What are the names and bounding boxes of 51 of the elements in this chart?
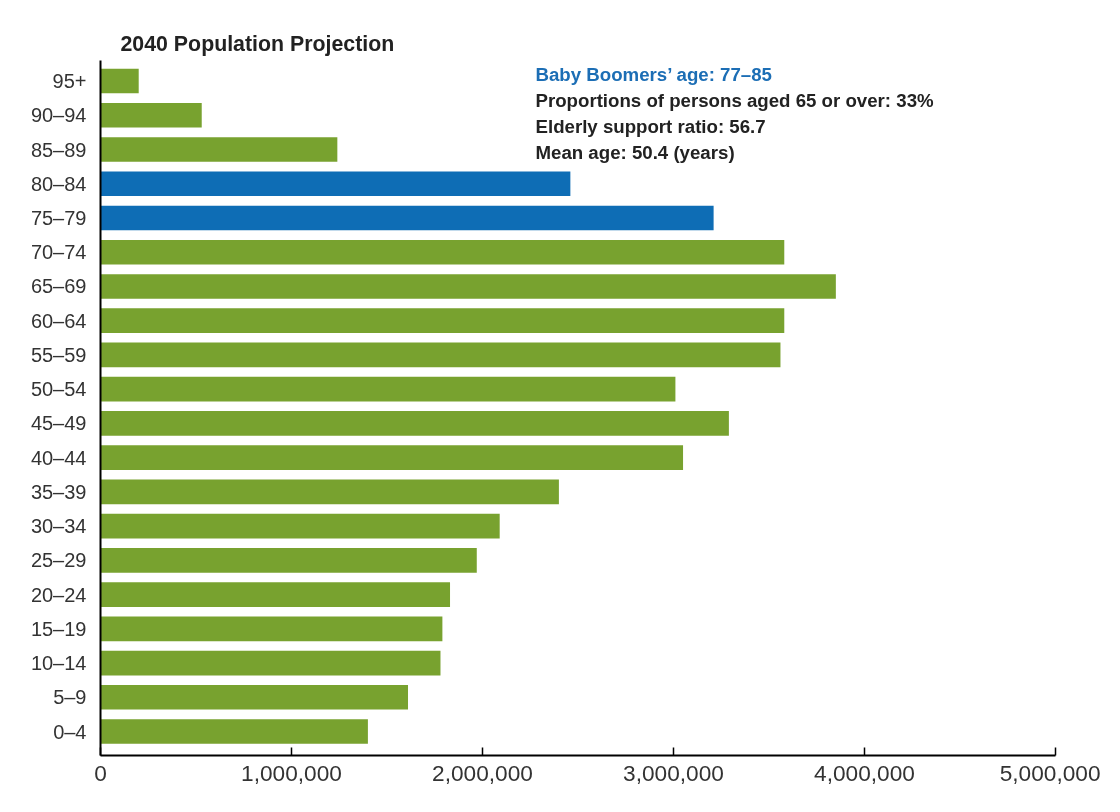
x-tick-label: 2,000,000 bbox=[432, 759, 533, 786]
x-tick-label: 0 bbox=[94, 759, 107, 786]
bar bbox=[100, 376, 676, 402]
y-tick-label: 60–64 bbox=[30, 309, 87, 332]
bar bbox=[100, 513, 500, 539]
annotation: Elderly support ratio: 56.7 bbox=[535, 115, 766, 137]
bar bbox=[100, 411, 729, 436]
bar bbox=[100, 684, 409, 710]
y-tick-label: 35–39 bbox=[30, 480, 87, 503]
annotation: Mean age: 50.4 (years) bbox=[535, 141, 735, 163]
y-tick-label: 70–74 bbox=[30, 241, 87, 264]
bar bbox=[100, 308, 785, 334]
y-tick-label: 55–59 bbox=[30, 343, 87, 366]
bar bbox=[100, 137, 338, 162]
annotation: Proportions of persons aged 65 or over: 33% bbox=[535, 89, 935, 111]
bar bbox=[100, 274, 836, 299]
bar bbox=[100, 68, 139, 94]
y-tick-label: 90–94 bbox=[30, 104, 87, 127]
chart-title: 2040 Population Projection bbox=[120, 31, 395, 56]
y-tick-label: 15–19 bbox=[30, 617, 87, 640]
bar bbox=[100, 171, 571, 197]
x-tick-label: 4,000,000 bbox=[814, 759, 915, 786]
x-tick-label: 1,000,000 bbox=[241, 759, 342, 786]
bar bbox=[100, 342, 781, 368]
annotation: Baby Boomers’ age: 77–85 bbox=[535, 63, 772, 85]
bar bbox=[100, 239, 785, 265]
bar bbox=[100, 548, 477, 573]
bar bbox=[100, 650, 441, 676]
y-tick-label: 75–79 bbox=[30, 206, 87, 229]
bar bbox=[100, 719, 368, 744]
y-tick-label: 40–44 bbox=[30, 446, 87, 469]
bar bbox=[100, 205, 714, 231]
bar bbox=[100, 582, 451, 607]
x-tick-label: 3,000,000 bbox=[623, 759, 724, 786]
y-tick-label: 95+ bbox=[52, 70, 87, 93]
y-tick-label: 5–9 bbox=[53, 686, 87, 709]
bar bbox=[100, 445, 684, 470]
y-tick-label: 30–34 bbox=[30, 515, 87, 538]
y-tick-label: 25–29 bbox=[30, 549, 87, 572]
x-tick-label: 5,000,000 bbox=[999, 759, 1101, 786]
bar bbox=[100, 616, 443, 642]
bar bbox=[100, 479, 559, 505]
y-tick-label: 80–84 bbox=[30, 172, 87, 195]
y-tick-label: 0–4 bbox=[53, 720, 87, 743]
y-tick-label: 50–54 bbox=[30, 378, 87, 401]
y-tick-label: 45–49 bbox=[30, 412, 87, 435]
y-tick-label: 20–24 bbox=[30, 583, 87, 606]
y-tick-label: 65–69 bbox=[30, 275, 87, 298]
y-tick-label: 10–14 bbox=[30, 652, 87, 675]
y-tick-label: 85–89 bbox=[30, 138, 87, 161]
bar bbox=[100, 102, 202, 128]
